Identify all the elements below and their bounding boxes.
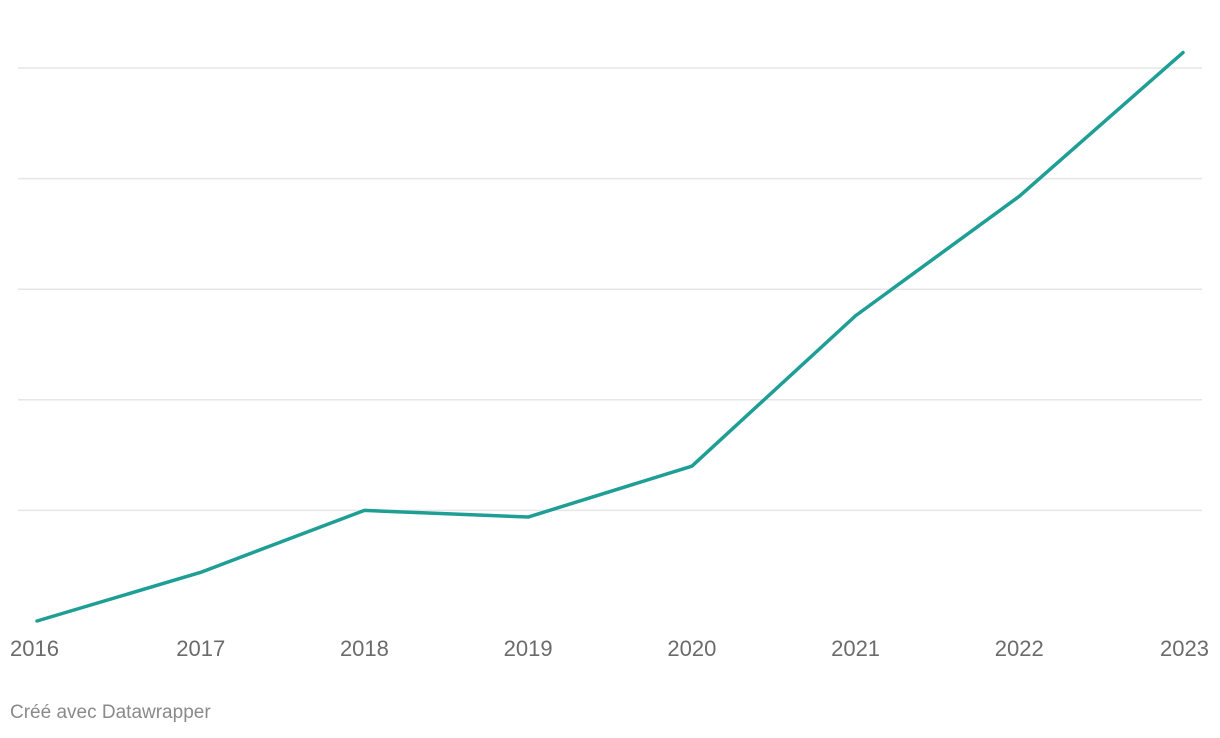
x-tick-label-2016: 2016 (10, 636, 59, 661)
x-tick-label-2022: 2022 (995, 636, 1044, 661)
x-tick-label-2020: 2020 (667, 636, 716, 661)
series-layer (35, 50, 1185, 623)
gridlines (18, 67, 1202, 512)
x-tick-label-2019: 2019 (504, 636, 553, 661)
series-line-0 (35, 50, 1185, 623)
x-tick-label-2018: 2018 (340, 636, 389, 661)
line-chart: 2016 2017 2018 2019 2020 2021 2022 2023 (10, 50, 1209, 661)
x-tick-label-2021: 2021 (831, 636, 880, 661)
x-tick-label-2017: 2017 (176, 636, 225, 661)
x-axis-ticks: 2016 2017 2018 2019 2020 2021 2022 2023 (10, 636, 1209, 661)
datawrapper-credit: Créé avec Datawrapper (10, 702, 211, 723)
x-tick-label-2023: 2023 (1160, 636, 1209, 661)
